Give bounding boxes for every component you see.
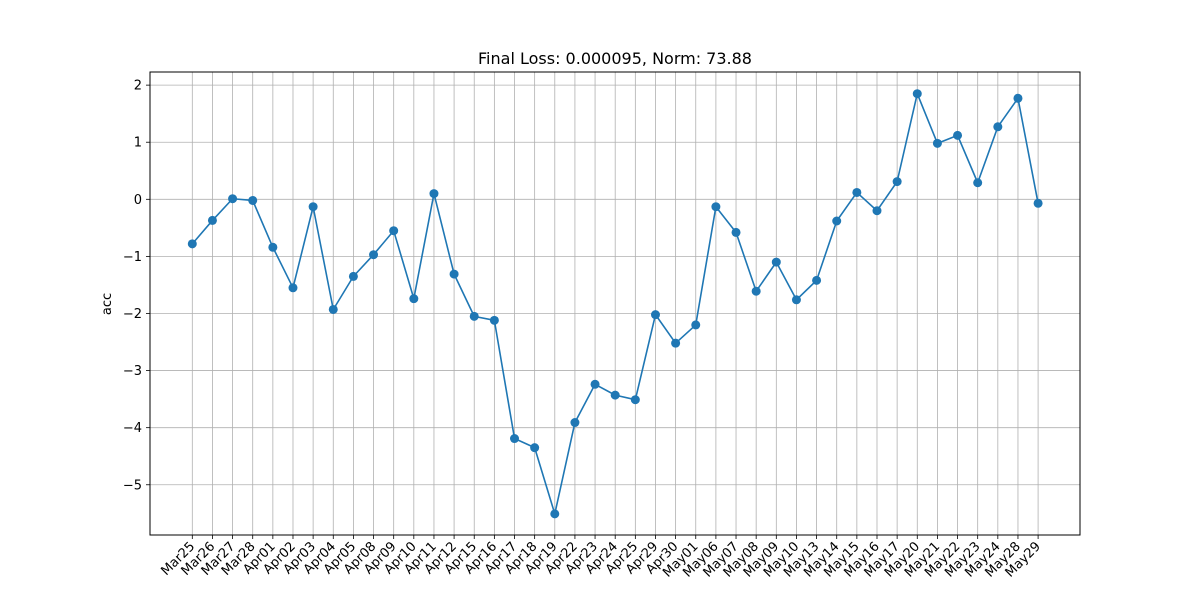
data-point [771, 257, 781, 267]
data-point [953, 130, 963, 140]
data-point [610, 390, 620, 400]
data-point [590, 379, 600, 389]
data-point [268, 242, 278, 252]
data-point [650, 310, 660, 320]
data-point [912, 89, 922, 99]
data-point [852, 187, 862, 197]
data-point [832, 216, 842, 226]
y-axis-title: acc [100, 293, 115, 315]
data-point [207, 215, 217, 225]
data-point [328, 304, 338, 314]
data-point [570, 418, 580, 428]
data-point [348, 271, 358, 281]
data-point [993, 122, 1003, 132]
data-point [872, 206, 882, 216]
data-point [308, 202, 318, 212]
data-point [369, 250, 379, 260]
y-tick-label: −2 [123, 307, 142, 322]
data-point [751, 286, 761, 296]
data-point [671, 338, 681, 348]
data-point [932, 138, 942, 148]
data-point [1013, 93, 1023, 103]
data-point [550, 509, 560, 519]
data-point [389, 226, 399, 236]
data-point [731, 227, 741, 237]
grid [150, 72, 1080, 535]
series-acc [187, 89, 1043, 519]
y-tick-label: −4 [123, 421, 142, 436]
data-point [691, 320, 701, 330]
y-tick-label: −3 [123, 364, 142, 379]
data-point [791, 295, 801, 305]
y-axis: 2 1 0 −1 −2 −3 −4 −5 [123, 79, 150, 493]
x-axis: Mar25Mar26Mar27Mar28Apr01Apr02Apr03Apr04… [158, 535, 1044, 581]
data-point [812, 275, 822, 285]
data-point [489, 315, 499, 325]
chart-title: Final Loss: 0.000095, Norm: 73.88 [478, 49, 752, 68]
data-point [187, 239, 197, 249]
y-tick-label: 0 [134, 193, 142, 208]
y-tick-label: −5 [123, 478, 142, 493]
data-point [973, 178, 983, 188]
data-point [449, 269, 459, 279]
y-tick-label: −1 [123, 250, 142, 265]
data-point [248, 195, 258, 205]
data-point [630, 395, 640, 405]
y-tick-label: 1 [134, 136, 142, 151]
data-point [228, 194, 238, 204]
data-point [530, 443, 540, 453]
data-point [409, 294, 419, 304]
data-point [429, 189, 439, 199]
data-point [510, 434, 520, 444]
y-tick-label: 2 [134, 79, 142, 94]
data-point [711, 202, 721, 212]
data-point [288, 283, 298, 293]
data-point [1033, 198, 1043, 208]
data-point [892, 177, 902, 187]
data-point [469, 311, 479, 321]
